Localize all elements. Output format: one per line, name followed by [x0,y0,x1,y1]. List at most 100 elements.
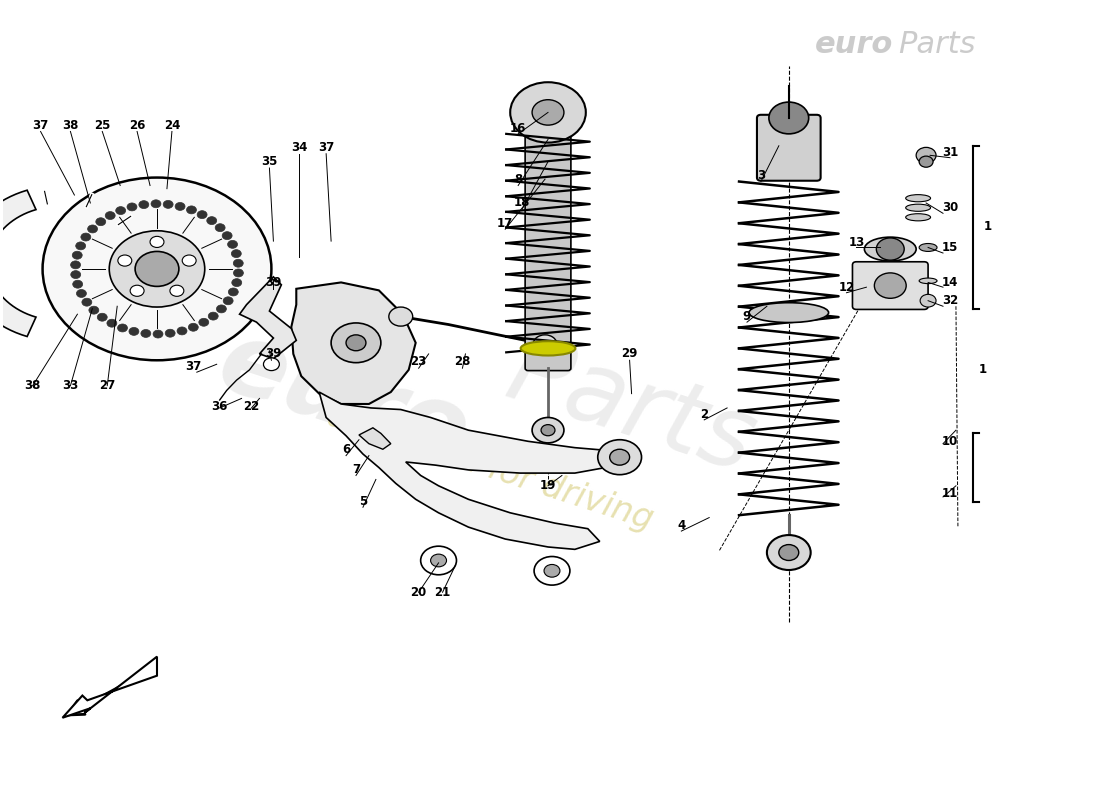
Ellipse shape [520,342,575,355]
Circle shape [43,178,272,360]
Text: 6: 6 [342,442,350,456]
Circle shape [532,100,564,125]
Circle shape [187,206,197,214]
Circle shape [81,233,91,241]
Circle shape [163,201,173,208]
FancyBboxPatch shape [852,262,928,310]
Circle shape [232,278,242,286]
Circle shape [874,273,906,298]
Text: 14: 14 [942,276,958,289]
Circle shape [183,255,196,266]
Ellipse shape [749,302,828,322]
Circle shape [169,286,184,296]
Polygon shape [240,277,296,358]
Text: 37: 37 [33,119,48,133]
Ellipse shape [905,194,931,202]
Text: 29: 29 [621,347,638,361]
Circle shape [150,236,164,247]
Circle shape [532,418,564,443]
Text: 36: 36 [211,400,228,413]
Circle shape [207,217,217,225]
Circle shape [107,319,117,327]
Text: 1: 1 [979,363,987,376]
Text: Parts: Parts [899,30,976,58]
Text: 37: 37 [318,141,334,154]
Polygon shape [359,428,390,450]
Text: 21: 21 [434,586,451,598]
Circle shape [139,201,148,209]
Circle shape [346,335,366,350]
Circle shape [767,535,811,570]
Circle shape [541,425,556,436]
Ellipse shape [920,278,937,284]
Text: 19: 19 [540,479,557,492]
Circle shape [769,102,808,134]
Circle shape [609,450,629,465]
Text: 5: 5 [359,495,367,508]
Circle shape [118,255,132,266]
Text: 38: 38 [24,379,41,392]
Text: 35: 35 [261,155,277,168]
Circle shape [96,218,106,226]
Text: 26: 26 [129,119,145,133]
Circle shape [420,546,456,574]
Circle shape [228,240,238,248]
Text: 30: 30 [942,202,958,214]
Circle shape [116,206,125,214]
Circle shape [544,565,560,577]
Circle shape [88,225,98,233]
Circle shape [231,250,241,258]
Circle shape [597,440,641,474]
Circle shape [77,290,87,298]
Text: 38: 38 [63,119,78,133]
Ellipse shape [865,237,916,261]
Circle shape [106,211,116,219]
Circle shape [208,312,218,320]
Text: 15: 15 [942,241,958,254]
Text: a passion for driving: a passion for driving [323,399,658,536]
Circle shape [76,242,86,250]
Text: 12: 12 [838,281,855,294]
Circle shape [222,232,232,240]
Text: 33: 33 [63,379,78,392]
Circle shape [188,323,198,331]
Circle shape [165,330,175,337]
Text: 20: 20 [410,586,427,598]
Circle shape [177,327,187,335]
Circle shape [97,314,107,321]
Circle shape [264,358,279,370]
Text: 17: 17 [497,217,514,230]
Text: 32: 32 [942,294,958,307]
Text: 39: 39 [265,276,282,289]
FancyBboxPatch shape [525,127,571,370]
Circle shape [217,305,227,313]
Text: 13: 13 [848,236,865,250]
Circle shape [153,330,163,338]
Text: 22: 22 [243,400,260,413]
Circle shape [916,147,936,163]
Circle shape [197,210,207,218]
Text: euro: euro [206,314,481,486]
Circle shape [118,324,128,332]
Text: 10: 10 [942,435,958,448]
Ellipse shape [905,204,931,211]
Text: 18: 18 [514,197,530,210]
Text: 3: 3 [757,170,764,182]
Text: 34: 34 [292,141,308,154]
Text: 23: 23 [410,355,427,368]
Circle shape [779,545,799,561]
Circle shape [223,297,233,305]
Text: 31: 31 [942,146,958,158]
Text: 39: 39 [265,347,282,361]
Text: 16: 16 [510,122,526,134]
Text: Parts: Parts [495,322,767,494]
Text: 8: 8 [514,173,522,186]
Circle shape [233,259,243,267]
Circle shape [233,269,243,277]
Circle shape [388,307,412,326]
Text: 37: 37 [186,360,202,373]
Circle shape [81,298,91,306]
Circle shape [126,203,138,211]
Circle shape [535,557,570,585]
Circle shape [129,327,139,335]
